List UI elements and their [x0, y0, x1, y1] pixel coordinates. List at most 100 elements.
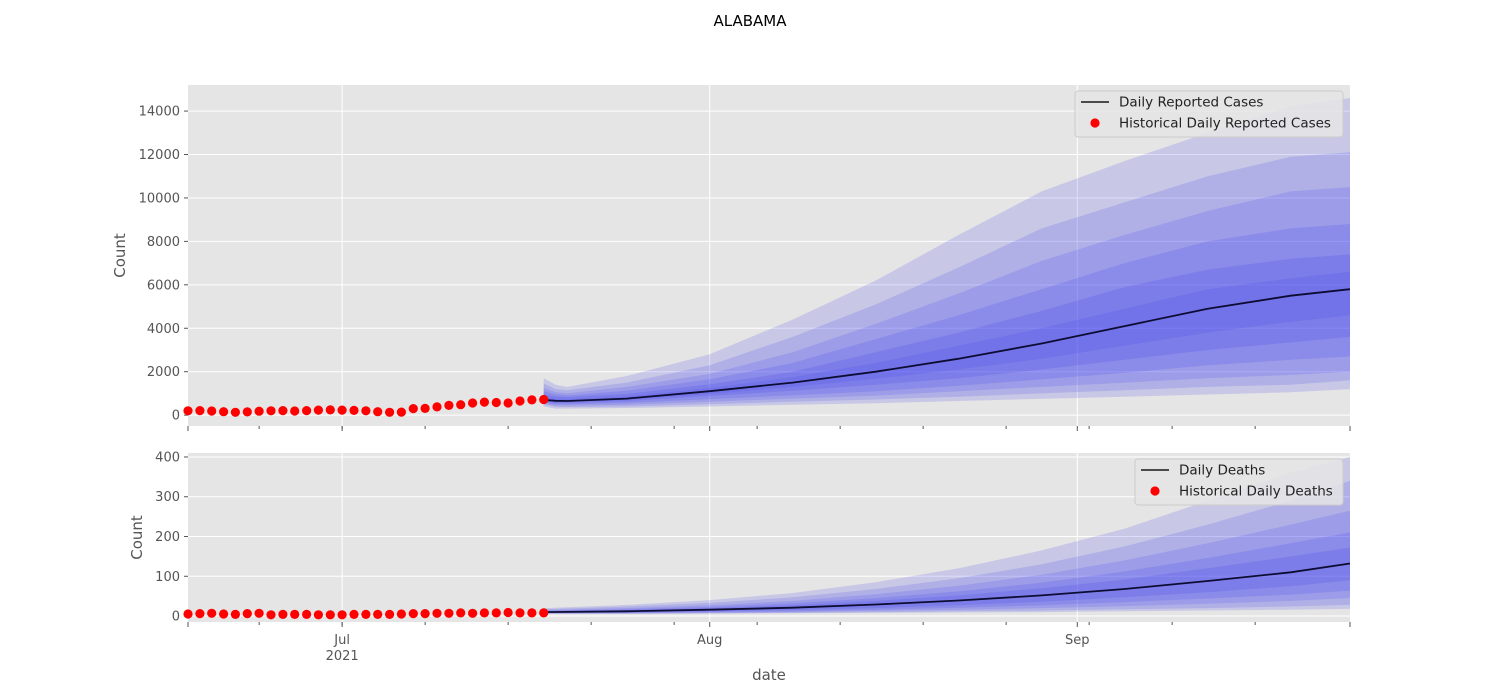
historical-point [242, 407, 252, 417]
y-tick-label: 0 [172, 610, 180, 625]
historical-point [491, 608, 501, 618]
uncertainty-band [543, 547, 1350, 613]
deaths-panel: 0 100 200 300 400 Count Daily Deaths Historical… [128, 450, 1351, 627]
y-tick-label: 12000 [139, 148, 180, 163]
historical-point [361, 609, 371, 620]
legend-entry: Historical Daily Reported Cases [1119, 116, 1331, 132]
legend-entry: Daily Deaths [1179, 463, 1265, 479]
historical-point [396, 407, 406, 417]
y-tick-label: 14000 [139, 105, 180, 120]
legend-marker-swatch [1090, 118, 1100, 128]
historical-point [290, 406, 300, 416]
uncertainty-band [543, 187, 1350, 406]
historical-point [278, 609, 288, 620]
historical-point [207, 406, 217, 416]
historical-point [266, 406, 276, 416]
historical-point [266, 610, 276, 620]
historical-point [527, 608, 537, 618]
historical-point [349, 405, 359, 415]
uncertainty-band [543, 457, 1350, 614]
median-forecast-line [543, 562, 1351, 613]
historical-point [408, 404, 418, 414]
historical-point [503, 607, 513, 618]
y-tick-label: 300 [155, 490, 180, 505]
uncertainty-band [543, 152, 1350, 408]
historical-point [337, 405, 347, 415]
historical-point [361, 406, 371, 416]
historical-point [302, 406, 312, 416]
historical-point [456, 608, 466, 618]
x-tick-label: Sep [1065, 633, 1090, 648]
y-tick-label: 8000 [147, 235, 180, 250]
historical-point [456, 400, 466, 410]
historical-point [479, 608, 489, 618]
historical-point [337, 610, 347, 620]
uncertainty-band [543, 532, 1350, 613]
historical-point [254, 406, 264, 416]
y-tick-label: 100 [155, 570, 180, 585]
historical-point [432, 402, 442, 412]
historical-point [432, 608, 442, 618]
historical-point [183, 609, 193, 619]
historical-point [503, 398, 513, 408]
x-tick-label: Jul [333, 633, 350, 648]
legend-entry: Historical Daily Deaths [1179, 484, 1333, 500]
y-tick-label: 10000 [139, 191, 180, 206]
legend [1074, 90, 1344, 138]
historical-point [242, 609, 252, 619]
historical-point [313, 610, 323, 620]
legend-entry: Daily Reported Cases [1119, 95, 1263, 111]
y-tick-label: 0 [172, 409, 180, 424]
historical-point [479, 397, 489, 407]
uncertainty-band [543, 271, 1350, 402]
historical-point [491, 397, 501, 408]
uncertainty-band [543, 98, 1350, 409]
historical-point [302, 609, 312, 620]
cases-panel: 0 2000 4000 6000 8000 10000 12000 14000 Count Dai… [111, 85, 1351, 431]
y-tick-label: 2000 [147, 365, 180, 380]
historical-point [420, 609, 430, 619]
y-tick-label: 400 [155, 450, 180, 465]
historical-point [254, 608, 264, 618]
uncertainty-band [543, 480, 1350, 614]
y-tick-label: 4000 [147, 322, 180, 337]
historical-point [207, 608, 217, 618]
historical-point [444, 608, 454, 618]
historical-point [325, 610, 335, 620]
historical-point [195, 406, 205, 416]
y-axis-label: Count [111, 233, 129, 278]
historical-point [349, 609, 359, 620]
y-axis-label: Count [128, 515, 146, 560]
historical-point [183, 406, 193, 416]
historical-point [515, 396, 525, 406]
legend [1134, 458, 1344, 506]
uncertainty-band [543, 510, 1350, 614]
historical-point [527, 395, 537, 405]
historical-point [515, 608, 525, 618]
historical-point [468, 608, 478, 618]
historical-point [373, 609, 383, 620]
x-tick-year-label: 2021 [326, 649, 359, 664]
legend-marker-swatch [1150, 486, 1160, 496]
historical-point [278, 406, 288, 416]
historical-point [539, 608, 549, 618]
historical-point [313, 405, 323, 415]
historical-point [420, 403, 430, 413]
historical-point [195, 609, 205, 619]
historical-point [230, 609, 240, 620]
uncertainty-band [543, 224, 1350, 405]
historical-point [539, 394, 549, 405]
historical-point [230, 407, 240, 417]
y-tick-label: 6000 [147, 278, 180, 293]
figure-title: ALABAMA [714, 12, 788, 30]
historical-point [385, 407, 395, 417]
historical-point [290, 609, 300, 620]
uncertainty-band [543, 254, 1350, 403]
historical-point [468, 398, 478, 408]
historical-point [385, 609, 395, 620]
historical-point [444, 400, 454, 410]
historical-point [325, 405, 335, 415]
x-axis-label: date [752, 666, 786, 684]
